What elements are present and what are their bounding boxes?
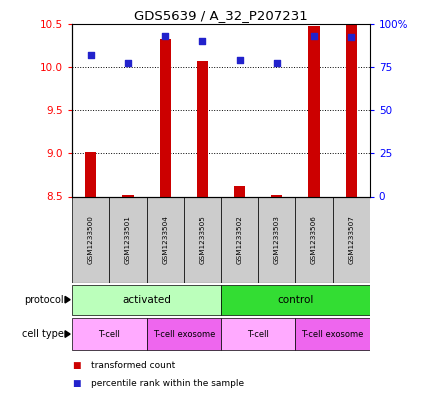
Bar <box>72 196 109 283</box>
Bar <box>295 196 332 283</box>
Bar <box>160 39 171 197</box>
Point <box>311 33 317 39</box>
Point <box>273 60 280 66</box>
Bar <box>221 196 258 283</box>
Bar <box>271 195 282 196</box>
Bar <box>234 186 245 196</box>
Polygon shape <box>65 296 70 303</box>
Bar <box>147 196 184 283</box>
Bar <box>122 195 133 196</box>
Text: ■: ■ <box>72 361 81 370</box>
Text: ■: ■ <box>72 379 81 387</box>
Text: GSM1233500: GSM1233500 <box>88 215 94 264</box>
Polygon shape <box>65 331 70 337</box>
Bar <box>258 196 295 283</box>
Point <box>236 57 243 63</box>
Text: GSM1233505: GSM1233505 <box>199 215 205 264</box>
Title: GDS5639 / A_32_P207231: GDS5639 / A_32_P207231 <box>134 9 308 22</box>
Point <box>199 38 206 44</box>
Text: activated: activated <box>122 295 171 305</box>
Bar <box>221 318 295 350</box>
Bar <box>346 24 357 196</box>
Bar <box>109 196 147 283</box>
Bar <box>309 26 320 196</box>
Point <box>88 51 94 58</box>
Point <box>162 33 169 39</box>
Bar <box>332 196 370 283</box>
Text: GSM1233501: GSM1233501 <box>125 215 131 264</box>
Text: T-cell exosome: T-cell exosome <box>153 330 215 338</box>
Point <box>125 60 131 66</box>
Text: T-cell: T-cell <box>247 330 269 338</box>
Text: T-cell: T-cell <box>99 330 120 338</box>
Text: control: control <box>277 295 314 305</box>
Text: protocol: protocol <box>24 295 64 305</box>
Text: cell type: cell type <box>22 329 64 339</box>
Bar <box>197 61 208 196</box>
Text: GSM1233503: GSM1233503 <box>274 215 280 264</box>
Bar <box>147 318 221 350</box>
Bar <box>221 285 370 315</box>
Text: transformed count: transformed count <box>91 361 176 370</box>
Text: GSM1233506: GSM1233506 <box>311 215 317 264</box>
Bar <box>72 285 221 315</box>
Text: GSM1233502: GSM1233502 <box>237 215 243 264</box>
Point <box>348 34 354 40</box>
Bar <box>72 318 147 350</box>
Bar <box>85 152 96 196</box>
Text: GSM1233504: GSM1233504 <box>162 215 168 264</box>
Text: GSM1233507: GSM1233507 <box>348 215 354 264</box>
Bar <box>295 318 370 350</box>
Bar <box>184 196 221 283</box>
Text: T-cell exosome: T-cell exosome <box>301 330 364 338</box>
Text: percentile rank within the sample: percentile rank within the sample <box>91 379 244 387</box>
